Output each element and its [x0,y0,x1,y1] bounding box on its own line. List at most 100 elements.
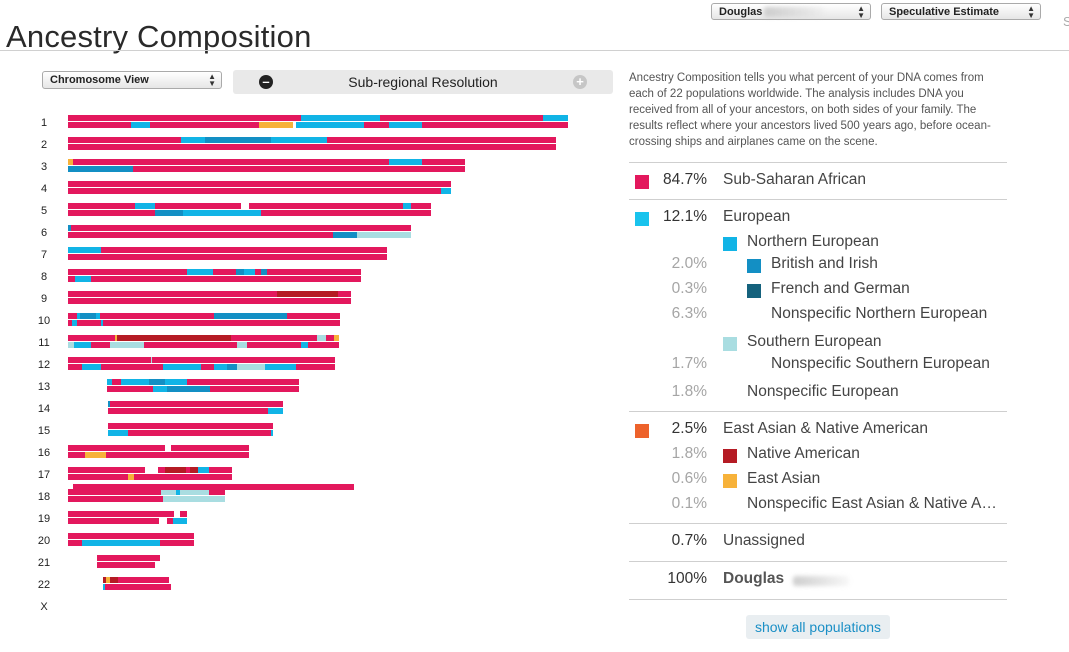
chromosome-segment[interactable] [103,320,340,326]
chromosome-segment[interactable] [227,364,237,370]
chromosome-segment[interactable] [134,474,232,480]
chromosome-segment[interactable] [68,159,73,165]
chromosome-segment[interactable] [101,320,103,326]
chromosome-segment[interactable] [101,364,163,370]
chromosome-segment[interactable] [209,489,225,495]
chromosome-segment[interactable] [144,342,160,348]
chromosome-segment[interactable] [268,408,283,414]
chromosome-segment[interactable] [72,320,77,326]
chromosome-segment[interactable] [112,379,121,385]
chromosome-segment[interactable] [110,577,118,583]
chromosome-segment[interactable] [131,122,150,128]
chromosome-segment[interactable] [180,511,187,517]
population-row-east-asian-native[interactable]: 2.5% East Asian & Native American [629,420,1009,442]
population-row-french-german[interactable]: 0.3% French and German [629,280,1009,302]
chromosome-segment[interactable] [301,342,308,348]
chromosome-segment[interactable] [68,540,82,546]
chromosome-segment[interactable] [259,122,293,128]
chromosome-segment[interactable] [261,269,267,275]
chromosome-segment[interactable] [165,379,187,385]
chromosome-segment[interactable] [68,269,187,275]
chromosome-segment[interactable] [68,144,556,150]
chromosome-segment[interactable] [68,122,131,128]
chromosome-segment[interactable] [106,452,249,458]
chromosome-segment[interactable] [128,430,271,436]
chromosome-segment[interactable] [214,313,287,319]
chromosome-segment[interactable] [411,203,431,209]
chromosome-segment[interactable] [173,518,187,524]
chromosome-segment[interactable] [247,342,301,348]
chromosome-segment[interactable] [160,540,194,546]
chromosome-segment[interactable] [155,210,183,216]
chromosome-segment[interactable] [357,232,411,238]
chromosome-segment[interactable] [107,379,112,385]
chromosome-segment[interactable] [68,137,181,143]
chromosome-segment[interactable] [209,467,232,473]
chromosome-segment[interactable] [96,313,100,319]
chromosome-segment[interactable] [71,225,411,231]
chromosome-segment[interactable] [176,489,180,495]
chromosome-segment[interactable] [128,474,134,480]
chromosome-segment[interactable] [255,269,261,275]
chromosome-segment[interactable] [110,401,283,407]
chromosome-segment[interactable] [187,379,299,385]
chromosome-segment[interactable] [117,335,231,341]
chromosome-segment[interactable] [68,225,71,231]
decrease-resolution-icon[interactable]: – [259,75,273,89]
increase-resolution-icon[interactable]: + [573,75,587,89]
chromosome-segment[interactable] [160,342,237,348]
chromosome-segment[interactable] [201,364,214,370]
chromosome-segment[interactable] [334,335,339,341]
chromosome-segment[interactable] [161,489,176,495]
chromosome-segment[interactable] [296,364,330,370]
population-row-east-asian[interactable]: 0.6% East Asian [629,470,1009,492]
chromosome-segment[interactable] [68,232,333,238]
chromosome-segment[interactable] [80,313,96,319]
chromosome-segment[interactable] [167,518,173,524]
chromosome-segment[interactable] [249,203,403,209]
chromosome-segment[interactable] [74,342,91,348]
chromosome-segment[interactable] [100,313,214,319]
chromosome-segment[interactable] [151,357,152,363]
chromosome-segment[interactable] [149,379,165,385]
chromosome-segment[interactable] [82,540,160,546]
chromosome-segment[interactable] [68,247,101,253]
chromosome-segment[interactable] [68,203,135,209]
chromosome-segment[interactable] [327,137,556,143]
chromosome-segment[interactable] [68,276,75,282]
chromosome-segment[interactable] [103,577,106,583]
profile-select[interactable]: Douglas ▲ ▼ [711,3,871,20]
chromosome-segment[interactable] [68,496,163,502]
chromosome-segment[interactable] [77,320,101,326]
chromosome-segment[interactable] [68,254,387,260]
chromosome-segment[interactable] [68,335,115,341]
chromosome-segment[interactable] [267,269,361,275]
chromosome-segment[interactable] [155,203,241,209]
chromosome-segment[interactable] [308,342,339,348]
population-row-british-irish[interactable]: 2.0% British and Irish [629,255,1009,277]
chromosome-segment[interactable] [108,423,273,429]
chromosome-segment[interactable] [68,533,194,539]
chromosome-segment[interactable] [150,122,259,128]
chromosome-segment[interactable] [82,364,101,370]
chromosome-segment[interactable] [68,181,451,187]
chromosome-segment[interactable] [73,159,389,165]
population-row-nonspecific-european[interactable]: 1.8% Nonspecific European [629,383,1009,405]
chromosome-segment[interactable] [317,335,326,341]
chromosome-segment[interactable] [101,247,387,253]
chromosome-segment[interactable] [107,386,153,392]
chromosome-segment[interactable] [77,313,80,319]
chromosome-segment[interactable] [105,584,171,590]
chromosome-segment[interactable] [236,269,244,275]
chromosome-segment[interactable] [187,269,213,275]
chromosome-segment[interactable] [271,430,273,436]
chromosome-segment[interactable] [163,496,225,502]
chromosome-segment[interactable] [133,166,465,172]
chromosome-segment[interactable] [108,408,268,414]
population-row-unassigned[interactable]: 0.7% Unassigned [629,532,1009,554]
show-all-populations-button[interactable]: show all populations [746,615,890,639]
chromosome-segment[interactable] [153,386,167,392]
chromosome-segment[interactable] [543,115,568,121]
chromosome-segment[interactable] [91,276,361,282]
chromosome-segment[interactable] [183,210,261,216]
